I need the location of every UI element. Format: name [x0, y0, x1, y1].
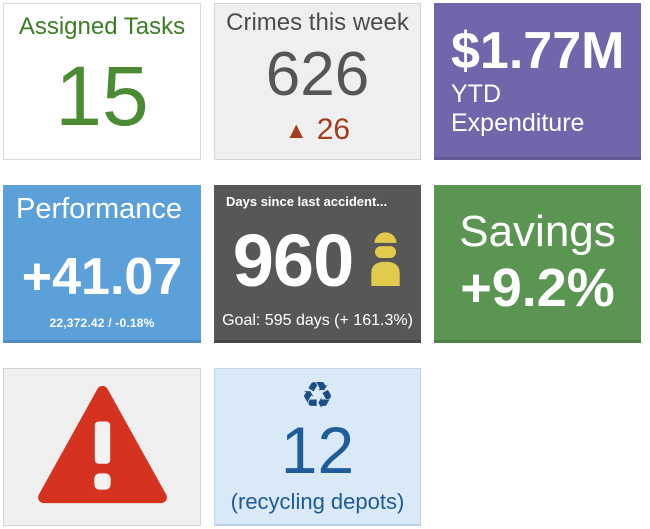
accident-title: Days since last accident...: [226, 194, 388, 209]
accident-value: 960: [232, 218, 354, 302]
expenditure-label: YTD Expenditure: [451, 80, 585, 138]
card-performance: Performance +41.07 22,372.42 / -0.18%: [3, 185, 201, 343]
recycling-value: 12: [280, 413, 355, 488]
expenditure-value: $1.77M: [451, 21, 625, 80]
crimes-delta-value: 26: [316, 113, 351, 146]
performance-detail: 22,372.42 / -0.18%: [49, 316, 155, 330]
triangle-up-icon: ▲: [284, 116, 308, 143]
card-savings: Savings +9.2%: [434, 185, 641, 343]
card-days-since-accident: Days since last accident... 960 Goal: 59…: [214, 185, 421, 343]
card-assigned-tasks: Assigned Tasks 15: [3, 3, 201, 160]
warning-triangle-icon: [35, 383, 170, 511]
crimes-title: Crimes this week: [226, 9, 409, 36]
crimes-value: 626: [265, 40, 370, 109]
recycling-icon: ♻︎: [300, 375, 335, 416]
assigned-tasks-title: Assigned Tasks: [18, 13, 186, 40]
worker-icon: [369, 231, 402, 291]
performance-title: Performance: [16, 193, 183, 225]
accident-goal: Goal: 595 days (+ 161.3%): [222, 312, 413, 329]
kpi-dashboard: Assigned Tasks 15 Crimes this week 626 ▲…: [3, 3, 641, 526]
card-ytd-expenditure: $1.77M YTD Expenditure: [434, 3, 641, 160]
card-warning: [3, 368, 201, 526]
card-crimes-this-week: Crimes this week 626 ▲ 26: [214, 3, 421, 160]
recycling-label: (recycling depots): [230, 489, 405, 514]
savings-value: +9.2%: [460, 258, 615, 319]
crimes-delta: ▲ 26: [285, 113, 350, 147]
accident-value-row: 960: [214, 209, 421, 312]
assigned-tasks-value: 15: [55, 49, 149, 143]
savings-title: Savings: [459, 207, 616, 257]
performance-value: +41.07: [21, 248, 183, 306]
card-recycling-depots: ♻︎ 12 (recycling depots): [214, 368, 421, 526]
